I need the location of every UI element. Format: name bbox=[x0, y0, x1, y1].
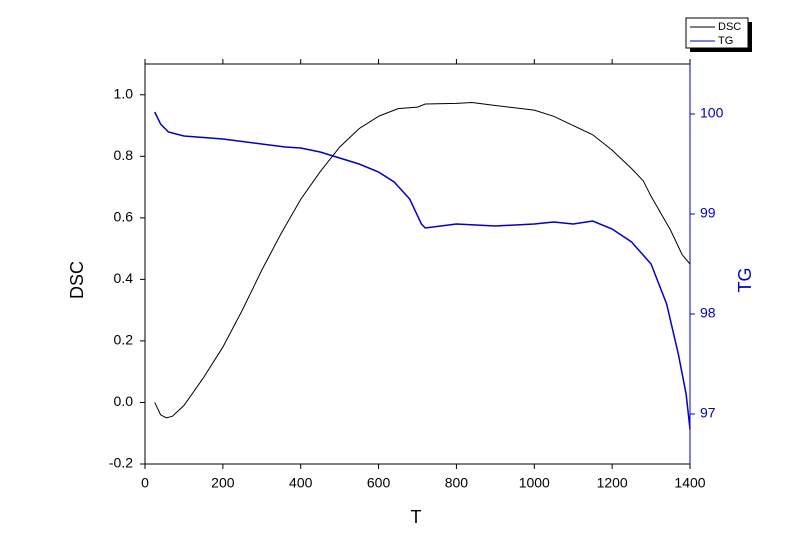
x-tick-label: 1000 bbox=[519, 475, 550, 491]
y2-tick-label: 100 bbox=[700, 105, 724, 121]
line-series bbox=[154, 111, 691, 430]
x-tick-label: 200 bbox=[211, 475, 235, 491]
y-tick-label: 0.2 bbox=[114, 332, 134, 348]
y-tick-label: 1.0 bbox=[114, 85, 134, 101]
legend-box bbox=[685, 17, 749, 49]
x-tick-label: 600 bbox=[367, 475, 391, 491]
x-tick-label: 400 bbox=[289, 475, 313, 491]
y-tick-label: 0.8 bbox=[114, 147, 134, 163]
y-tick-label: 0.6 bbox=[114, 209, 134, 225]
x-tick-label: 1200 bbox=[597, 475, 628, 491]
y-axis-label: DSC bbox=[67, 261, 87, 299]
x-tick-label: 0 bbox=[141, 475, 149, 491]
x-tick-label: 1400 bbox=[674, 475, 705, 491]
y-tick-label: 0.0 bbox=[114, 393, 134, 409]
plot-frame bbox=[144, 63, 691, 465]
y2-tick-label: 99 bbox=[700, 205, 716, 221]
x-tick-label: 800 bbox=[445, 475, 469, 491]
y-tick-label: 0.4 bbox=[114, 270, 134, 286]
legend-label: DSC bbox=[718, 21, 741, 33]
y2-tick-label: 98 bbox=[700, 305, 716, 321]
x-axis-label: T bbox=[411, 507, 422, 527]
y-tick-label: -0.2 bbox=[109, 455, 133, 471]
legend-label: TG bbox=[718, 35, 733, 47]
line-series bbox=[154, 101, 691, 419]
y2-tick-label: 97 bbox=[700, 405, 716, 421]
y2-axis-label: TG bbox=[735, 268, 755, 293]
